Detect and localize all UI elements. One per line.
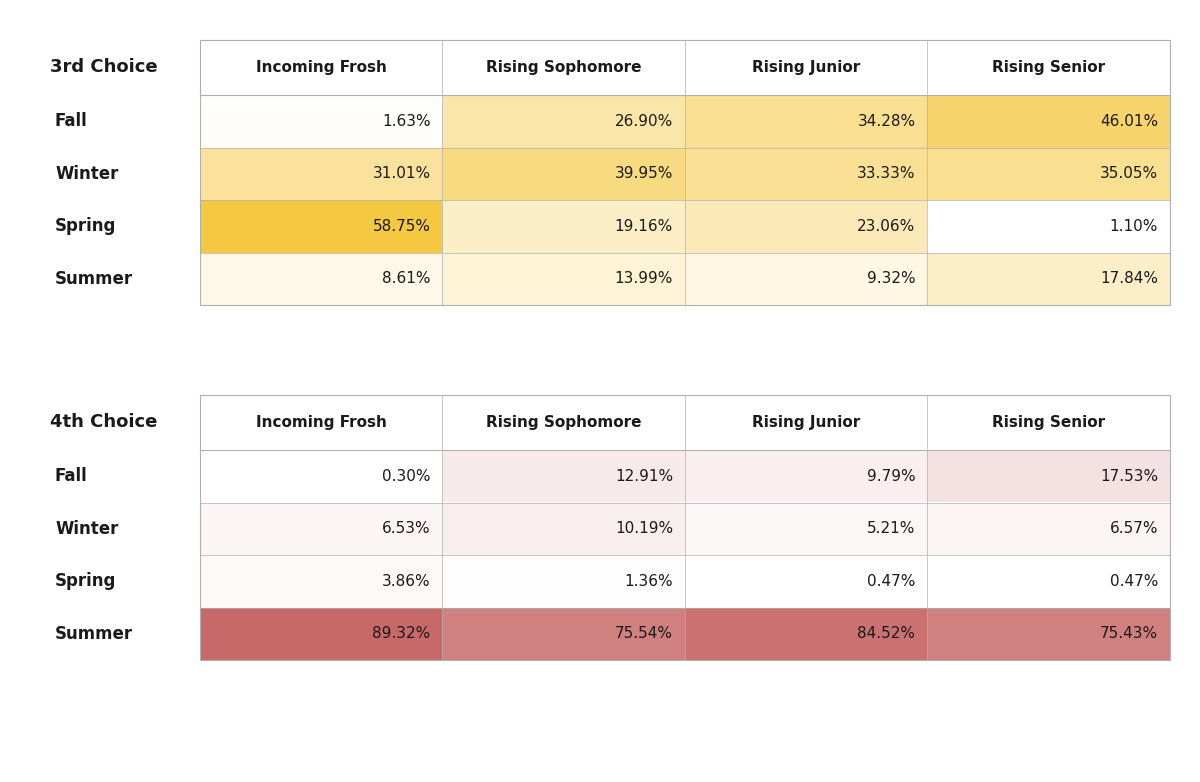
Bar (928, 148, 1170, 200)
Text: 12.91%: 12.91% (614, 468, 673, 484)
Bar (200, 148, 443, 200)
Text: 17.53%: 17.53% (1100, 468, 1158, 484)
Bar (685, 253, 928, 305)
Text: Rising Sophomore: Rising Sophomore (486, 60, 642, 75)
Text: 75.43%: 75.43% (1100, 626, 1158, 641)
Bar (928, 95, 1170, 148)
Bar (928, 253, 1170, 305)
Bar (685, 450, 928, 503)
Text: Spring: Spring (55, 572, 116, 590)
Text: Spring: Spring (55, 217, 116, 235)
Text: Incoming Frosh: Incoming Frosh (256, 60, 386, 75)
Bar (685, 503, 928, 555)
Text: 13.99%: 13.99% (614, 271, 673, 286)
Bar (443, 95, 685, 148)
Text: 9.79%: 9.79% (866, 468, 916, 484)
Bar (200, 608, 443, 660)
Bar (200, 200, 443, 253)
Text: Fall: Fall (55, 113, 88, 131)
Text: 46.01%: 46.01% (1100, 113, 1158, 129)
Text: 31.01%: 31.01% (372, 167, 431, 181)
Bar (685, 95, 928, 148)
Text: 1.63%: 1.63% (382, 113, 431, 129)
Text: 34.28%: 34.28% (857, 113, 916, 129)
Bar (685, 200, 928, 253)
Bar (443, 608, 685, 660)
Text: Summer: Summer (55, 270, 133, 288)
Text: 33.33%: 33.33% (857, 167, 916, 181)
Bar (200, 503, 443, 555)
Bar (443, 555, 685, 608)
Text: 84.52%: 84.52% (858, 626, 916, 641)
Bar (928, 608, 1170, 660)
Text: 23.06%: 23.06% (857, 219, 916, 234)
Text: 0.47%: 0.47% (1110, 574, 1158, 589)
Text: 10.19%: 10.19% (614, 522, 673, 536)
Bar (928, 200, 1170, 253)
Text: 0.47%: 0.47% (868, 574, 916, 589)
Bar (928, 555, 1170, 608)
Text: 26.90%: 26.90% (614, 113, 673, 129)
Text: Winter: Winter (55, 520, 119, 538)
Text: 4th Choice: 4th Choice (50, 414, 157, 432)
Bar (443, 200, 685, 253)
Text: 0.30%: 0.30% (382, 468, 431, 484)
Text: 8.61%: 8.61% (382, 271, 431, 286)
Text: 75.54%: 75.54% (614, 626, 673, 641)
Bar (685, 148, 928, 200)
Bar (685, 608, 928, 660)
Text: Incoming Frosh: Incoming Frosh (256, 415, 386, 430)
Text: 3.86%: 3.86% (382, 574, 431, 589)
Text: 39.95%: 39.95% (614, 167, 673, 181)
Text: 1.10%: 1.10% (1110, 219, 1158, 234)
Text: Rising Junior: Rising Junior (752, 60, 860, 75)
Bar (200, 253, 443, 305)
Bar (200, 40, 1170, 305)
Bar (200, 95, 443, 148)
Text: 58.75%: 58.75% (372, 219, 431, 234)
Bar (928, 503, 1170, 555)
Text: 1.36%: 1.36% (624, 574, 673, 589)
Text: Winter: Winter (55, 165, 119, 183)
Text: Summer: Summer (55, 625, 133, 643)
Text: 19.16%: 19.16% (614, 219, 673, 234)
Text: Rising Sophomore: Rising Sophomore (486, 415, 642, 430)
Bar (443, 253, 685, 305)
Text: Rising Senior: Rising Senior (992, 60, 1105, 75)
Bar (200, 395, 1170, 660)
Text: Rising Senior: Rising Senior (992, 415, 1105, 430)
Text: 6.57%: 6.57% (1110, 522, 1158, 536)
Text: 89.32%: 89.32% (372, 626, 431, 641)
Bar (200, 450, 443, 503)
Bar (443, 503, 685, 555)
Text: 6.53%: 6.53% (382, 522, 431, 536)
Bar (685, 555, 928, 608)
Bar (200, 555, 443, 608)
Text: 9.32%: 9.32% (866, 271, 916, 286)
Text: 5.21%: 5.21% (868, 522, 916, 536)
Text: Fall: Fall (55, 468, 88, 486)
Text: 3rd Choice: 3rd Choice (50, 59, 157, 77)
Bar (928, 450, 1170, 503)
Text: 17.84%: 17.84% (1100, 271, 1158, 286)
Text: 35.05%: 35.05% (1100, 167, 1158, 181)
Bar (443, 148, 685, 200)
Text: Rising Junior: Rising Junior (752, 415, 860, 430)
Bar (443, 450, 685, 503)
